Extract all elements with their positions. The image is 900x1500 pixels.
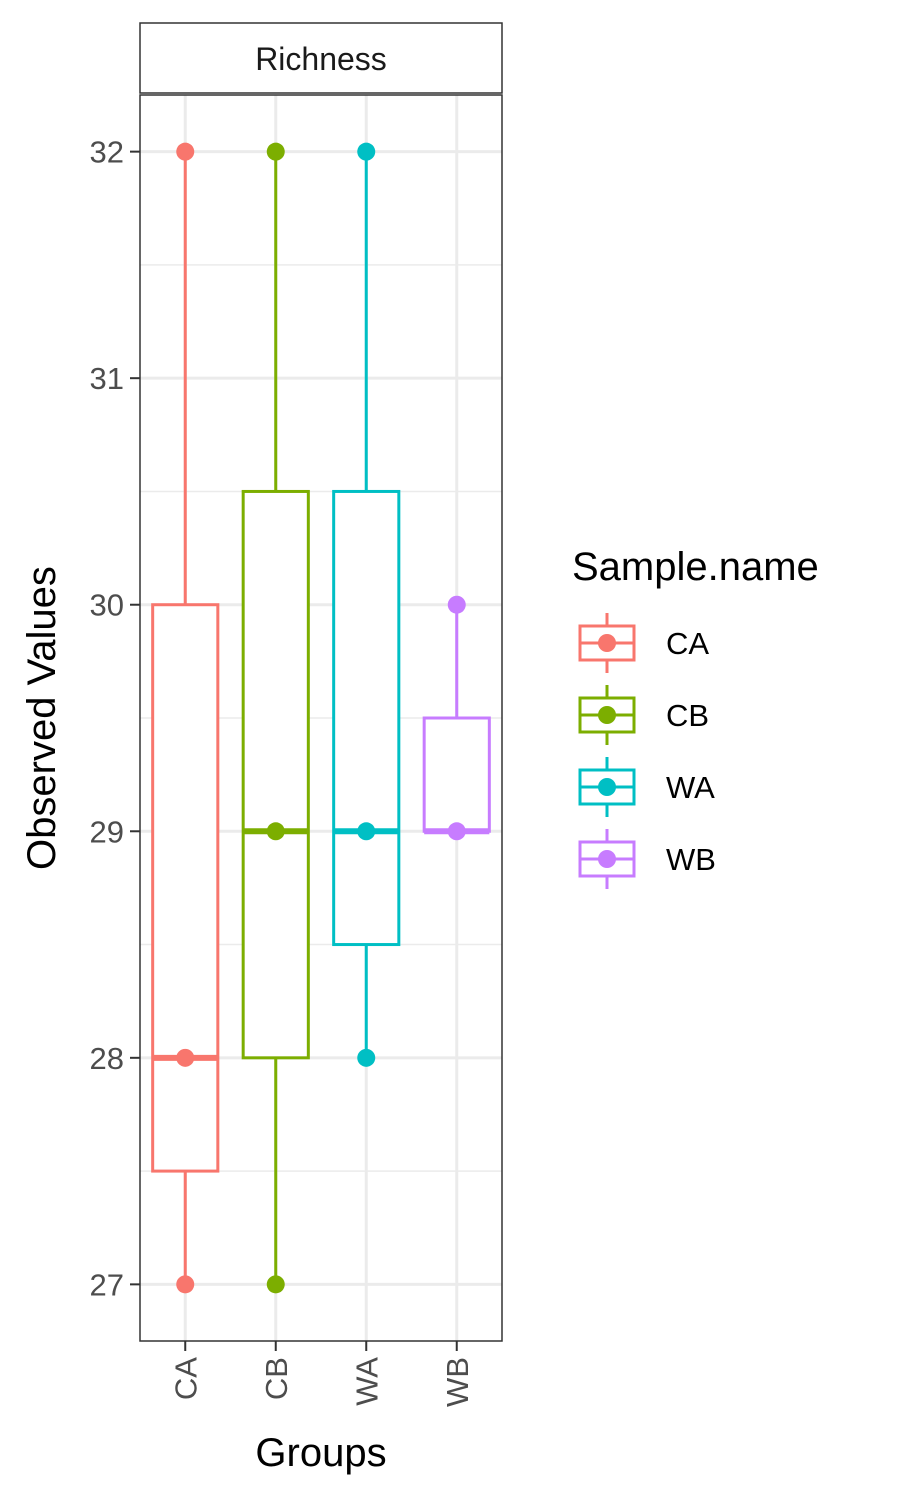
box-cb: [241, 142, 310, 1294]
data-point: [447, 822, 466, 841]
legend-item-label: WB: [666, 842, 716, 877]
data-point: [176, 1275, 195, 1294]
y-tick-label: 31: [90, 361, 124, 396]
data-point: [357, 822, 376, 841]
data-point: [447, 595, 466, 614]
x-tick-label: CA: [168, 1357, 203, 1400]
data-point: [176, 142, 195, 161]
box-iqr: [422, 716, 491, 833]
x-tick-label: WB: [440, 1357, 475, 1407]
y-axis-title: Observed Values: [20, 566, 64, 870]
box-series: [151, 142, 491, 1294]
legend-key-point: [598, 634, 616, 652]
box-iqr: [332, 489, 401, 947]
legend-item-label: CA: [666, 626, 709, 661]
box-iqr: [151, 603, 220, 1173]
legend: Sample.name CA CB WA WB: [572, 545, 819, 889]
x-axis-title: Groups: [255, 1431, 386, 1475]
x-tick-label: CB: [259, 1357, 294, 1400]
y-tick-label: 27: [90, 1267, 124, 1302]
legend-title: Sample.name: [572, 545, 819, 589]
facet-strip: [139, 22, 503, 94]
data-point: [357, 1048, 376, 1067]
x-axis: CA CB WA WB: [168, 1341, 475, 1407]
box-ca: [151, 142, 220, 1294]
y-tick-label: 32: [90, 135, 124, 170]
box-wa: [332, 142, 401, 1067]
data-point: [266, 1275, 285, 1294]
x-tick-label: WA: [349, 1357, 384, 1406]
data-point: [266, 142, 285, 161]
legend-item-label: CB: [666, 698, 709, 733]
y-tick-label: 28: [90, 1041, 124, 1076]
box-wb: [422, 595, 491, 841]
data-point: [357, 142, 376, 161]
legend-item-label: WA: [666, 770, 715, 805]
data-point: [176, 1048, 195, 1067]
legend-key-point: [598, 850, 616, 868]
legend-key-point: [598, 778, 616, 796]
y-tick-label: 30: [90, 588, 124, 623]
y-tick-label: 29: [90, 814, 124, 849]
data-point: [266, 822, 285, 841]
legend-item-wa: WA: [578, 757, 715, 817]
legend-key-point: [598, 706, 616, 724]
legend-item-wb: WB: [578, 829, 716, 889]
y-axis: 27 28 29 30 31 32: [90, 135, 140, 1302]
box-iqr: [241, 489, 310, 1060]
legend-item-ca: CA: [578, 613, 709, 673]
legend-item-cb: CB: [578, 685, 709, 745]
facet-label: Richness: [255, 41, 387, 77]
plot-border: [139, 94, 503, 1342]
